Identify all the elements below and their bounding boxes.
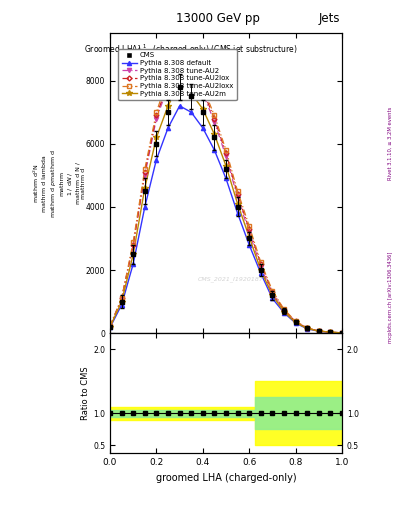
Text: mathrm d$^{2}$N
mathrm d lambda
mathrm d $p$mathrm d
mathrm
1 / $\mathrm{d}N$ /
: mathrm d$^{2}$N mathrm d lambda mathrm d… <box>32 148 86 218</box>
Text: mcplots.cern.ch [arXiv:1306.3436]: mcplots.cern.ch [arXiv:1306.3436] <box>387 251 393 343</box>
Text: 13000 GeV pp: 13000 GeV pp <box>176 12 260 25</box>
Text: Rivet 3.1.10, ≥ 3.2M events: Rivet 3.1.10, ≥ 3.2M events <box>387 106 393 180</box>
Y-axis label: Ratio to CMS: Ratio to CMS <box>81 366 90 420</box>
Text: CMS_2021_I1920187: CMS_2021_I1920187 <box>198 276 264 282</box>
Legend: CMS, Pythia 8.308 default, Pythia 8.308 tune-AU2, Pythia 8.308 tune-AU2lox, Pyth: CMS, Pythia 8.308 default, Pythia 8.308 … <box>118 49 237 100</box>
Text: Groomed LHA$\lambda^1_{0.5}$ (charged only) (CMS jet substructure): Groomed LHA$\lambda^1_{0.5}$ (charged on… <box>84 42 298 57</box>
X-axis label: groomed LHA (charged-only): groomed LHA (charged-only) <box>156 473 296 482</box>
Text: Jets: Jets <box>318 12 340 25</box>
